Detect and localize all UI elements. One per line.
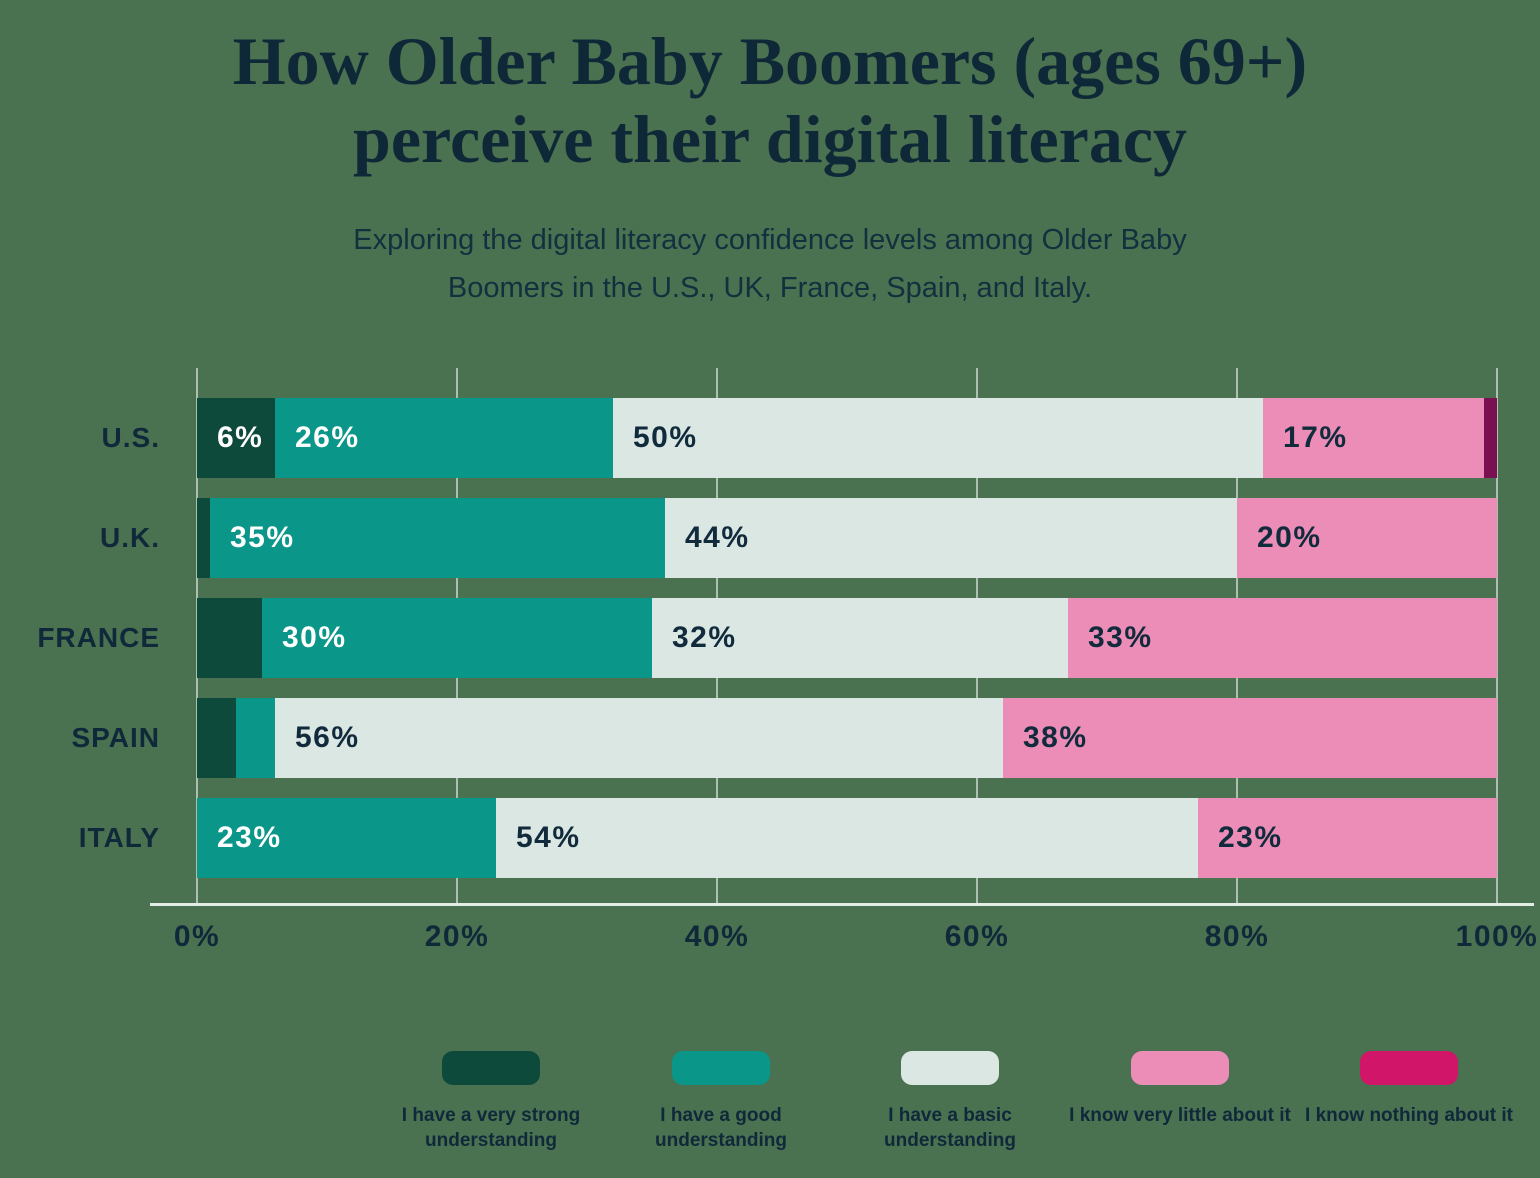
bar-segment (197, 498, 210, 578)
category-label: U.K. (100, 522, 160, 553)
bar-segment: 54% (496, 798, 1198, 878)
bar-value-label: 20% (1257, 521, 1322, 554)
bar-segment: 23% (197, 798, 496, 878)
bar-value-label: 23% (1218, 821, 1283, 854)
x-tick-label: 100% (1455, 920, 1539, 953)
x-axis-line (150, 903, 1534, 906)
legend-item: I have a basic understanding (835, 1040, 1065, 1153)
bar-value-label: 17% (1283, 421, 1348, 454)
legend-swatch (442, 1051, 540, 1085)
chart-subtitle-line1: Exploring the digital literacy confidenc… (353, 224, 1187, 256)
bar-value-label: 54% (516, 821, 581, 854)
bar-segment: 44% (665, 498, 1237, 578)
x-tick-label: 60% (944, 920, 1010, 953)
x-tick-label: 40% (684, 920, 750, 953)
bar-segment: 32% (652, 598, 1068, 678)
bar-value-label: 26% (295, 421, 360, 454)
legend-label: I know very little about it (1069, 1105, 1291, 1126)
category-label: ITALY (78, 822, 160, 853)
category-label: FRANCE (37, 622, 160, 653)
legend: I have a very strong understanding I have… (0, 1040, 1540, 1170)
legend-swatch (672, 1051, 770, 1085)
legend-item: I have a good understanding (606, 1040, 836, 1153)
chart-title: How Older Baby Boomers (ages 69+) percei… (0, 22, 1540, 178)
chart-subtitle-line2: Boomers in the U.S., UK, France, Spain, … (447, 272, 1093, 304)
bar-segment: 6% (197, 398, 275, 478)
bar-segment (1484, 398, 1497, 478)
category-label: U.S. (101, 422, 160, 453)
bar-value-label: 56% (295, 721, 360, 754)
legend-label: I have a basic understanding (884, 1105, 1016, 1151)
legend-item: I know nothing about it (1294, 1040, 1524, 1128)
bar-segment: 50% (613, 398, 1263, 478)
x-tick-label: 20% (424, 920, 490, 953)
bar-segment: 20% (1237, 498, 1497, 578)
bar-row-uk: U.K. 35% 44% 20% (100, 498, 1497, 578)
legend-item: I have a very strong understanding (376, 1040, 606, 1153)
legend-swatch (1360, 1051, 1458, 1085)
bar-value-label: 6% (217, 421, 264, 454)
x-tick-label: 0% (173, 920, 221, 953)
bar-row-italy: ITALY 23% 54% 23% (79, 798, 1497, 878)
bar-segment: 17% (1263, 398, 1484, 478)
legend-swatch (901, 1051, 999, 1085)
chart-subtitle: Exploring the digital literacy confidenc… (0, 216, 1540, 312)
legend-item: I know very little about it (1065, 1040, 1295, 1128)
chart-title-line1: How Older Baby Boomers (ages 69+) (232, 23, 1308, 99)
bar-value-label: 23% (217, 821, 282, 854)
bar-row-france: FRANCE 30% 32% 33% (37, 598, 1497, 678)
bar-row-us: U.S. 6% 26% 50% 17% (102, 398, 1497, 478)
category-label: SPAIN (71, 722, 160, 753)
legend-swatch (1131, 1051, 1229, 1085)
bar-segment: 56% (275, 698, 1003, 778)
bar-value-label: 33% (1088, 621, 1153, 654)
legend-label: I have a very strong understanding (401, 1105, 581, 1151)
bar-value-label: 30% (282, 621, 347, 654)
bar-segment: 26% (275, 398, 613, 478)
bar-value-label: 44% (685, 521, 750, 554)
bar-value-label: 32% (672, 621, 737, 654)
bar-segment: 33% (1068, 598, 1497, 678)
bar-value-label: 35% (230, 521, 295, 554)
bar-segment: 38% (1003, 698, 1497, 778)
bar-segment: 23% (1198, 798, 1497, 878)
gridline-100% (1496, 368, 1498, 905)
x-tick-label: 80% (1204, 920, 1270, 953)
legend-label: I know nothing about it (1305, 1105, 1513, 1126)
bar-value-label: 38% (1023, 721, 1088, 754)
x-axis-tick-labels: 0% 20% 40% 60% 80% 100% (174, 920, 1537, 966)
bar-segment (236, 698, 275, 778)
bar-row-spain: SPAIN 56% 38% (72, 698, 1497, 778)
bar-segment: 35% (210, 498, 665, 578)
bar-value-label: 50% (633, 421, 698, 454)
legend-label: I have a good understanding (655, 1105, 787, 1151)
bar-segment (197, 598, 262, 678)
chart-title-line2: perceive their digital literacy (353, 101, 1187, 177)
plot-area: U.S. 6% 26% 50% 17% U.K. 35% 44% 20% FRANCE 30% 32%… (37, 368, 1498, 905)
bar-segment (197, 698, 236, 778)
bar-segment: 30% (262, 598, 652, 678)
